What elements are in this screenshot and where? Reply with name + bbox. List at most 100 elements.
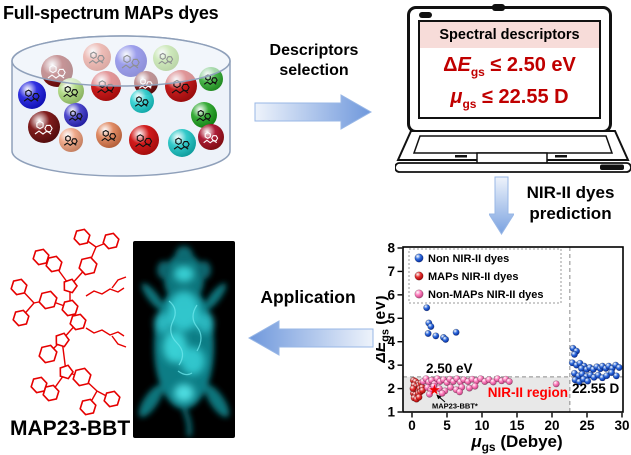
- molecule-glyph: [173, 137, 190, 150]
- molecule-glyph: [135, 134, 153, 148]
- data-point: [438, 389, 446, 397]
- molecule-name: MAP23-BBT: [10, 417, 131, 440]
- molecule-glyph: [68, 110, 83, 121]
- aromatic-ring: [61, 299, 79, 317]
- data-point: [471, 382, 479, 390]
- scatter-plot: 0 5 10 15 20 25 30 1 2 3 4 5 6 7 8 μgs (Debye) ΔEgs (eV)…: [376, 241, 630, 455]
- dye-ball: [64, 103, 88, 127]
- aromatic-ring: [30, 376, 48, 394]
- dye-ball: [129, 125, 159, 155]
- aromatic-ring: [55, 332, 70, 348]
- star-label: MAP23-BBT*: [432, 402, 478, 411]
- molecule-glyph: [63, 135, 78, 146]
- webcam-icon: [492, 4, 505, 11]
- data-point: [456, 388, 464, 396]
- y-tick-label: 8: [387, 241, 395, 256]
- laptop-screen: Spectral descriptors ΔEgs ≤ 2.50 eV μgs …: [418, 20, 601, 119]
- aromatic-ring: [102, 232, 120, 250]
- y-tick-label: 2: [387, 381, 395, 396]
- dye-ball: [18, 81, 46, 109]
- dye-pool-illustration: [11, 35, 231, 177]
- hline-value-label: 2.50 eV: [426, 361, 473, 376]
- aromatic-ring: [32, 248, 50, 266]
- laptop-illustration: Spectral descriptors ΔEgs ≤ 2.50 eV μgs …: [395, 2, 631, 178]
- aromatic-ring: [72, 367, 92, 387]
- data-point: [430, 382, 438, 390]
- molecule-glyph: [23, 89, 40, 102]
- criterion-energy-gap: ΔEgs ≤ 2.50 eV: [443, 53, 576, 79]
- descriptors-selection-label: Descriptors selection: [269, 42, 359, 79]
- laptop-keyboard: [395, 130, 631, 173]
- dye-ball: [59, 128, 83, 152]
- data-point: [603, 372, 611, 380]
- data-point: [432, 332, 440, 340]
- data-point: [415, 393, 423, 401]
- mouse-nir-image: [133, 241, 235, 438]
- y-tick-label: 5: [387, 311, 395, 326]
- dye-ball: [130, 89, 154, 113]
- plot-frame: [402, 246, 624, 413]
- molecule-glyph: [203, 131, 219, 144]
- molecule-glyph: [101, 129, 117, 142]
- region-label: NIR-II region: [488, 385, 568, 400]
- data-point: [552, 380, 560, 388]
- x-tick-label: 15: [509, 418, 525, 433]
- arrow-left-icon: [247, 320, 374, 356]
- map23-bbt-structure: [10, 228, 127, 416]
- y-axis-label: ΔEgs (eV): [376, 295, 392, 363]
- dye-ball: [28, 111, 60, 143]
- data-point: [452, 328, 460, 336]
- dye-ball: [168, 129, 196, 157]
- aromatic-ring: [10, 278, 28, 296]
- application-label: Application: [260, 287, 356, 307]
- data-point: [423, 304, 431, 312]
- aromatic-ring: [79, 398, 97, 416]
- data-point: [427, 323, 435, 331]
- x-tick-label: 5: [443, 418, 451, 433]
- page-title: Full-spectrum MAPs dyes: [3, 3, 219, 23]
- dye-ball: [198, 124, 224, 150]
- aromatic-ring: [38, 344, 58, 364]
- y-tick-label: 7: [387, 264, 395, 279]
- data-point: [615, 364, 623, 372]
- x-tick-label: 30: [614, 418, 629, 433]
- legend-label: MAPs NIR-II dyes: [428, 271, 518, 283]
- laptop-lid: Spectral descriptors ΔEgs ≤ 2.50 eV μgs …: [407, 4, 612, 133]
- y-tick-label: 4: [387, 334, 395, 349]
- aromatic-ring: [73, 228, 91, 246]
- legend-label: Non NIR-II dyes: [428, 253, 509, 265]
- nir-prediction-label: NIR-II dyes prediction: [526, 183, 615, 224]
- dye-ball: [191, 102, 217, 128]
- data-point: [442, 335, 450, 343]
- aromatic-ring: [69, 313, 87, 331]
- legend-swatch: [414, 271, 424, 281]
- data-point: [447, 383, 455, 391]
- data-point: [418, 386, 426, 394]
- arrow-right-icon: [254, 94, 373, 130]
- data-point: [424, 330, 432, 338]
- y-tick-label: 6: [387, 287, 395, 302]
- x-tick-label: 25: [579, 418, 595, 433]
- vline-value-label: 22.55 D: [572, 381, 620, 396]
- power-led-icon: [419, 12, 432, 18]
- aromatic-ring: [63, 278, 78, 294]
- star-marker: ★: [428, 382, 441, 398]
- y-tick-label: 3: [387, 358, 395, 373]
- legend-label: Non-MAPs NIR-II dyes: [428, 289, 544, 301]
- molecule-glyph: [63, 85, 79, 98]
- arrow-down-icon: [489, 176, 514, 235]
- data-point: [584, 377, 592, 385]
- aromatic-ring: [38, 290, 58, 310]
- data-point: [425, 390, 433, 398]
- molecule-glyph: [196, 109, 212, 122]
- legend-box: [408, 248, 562, 304]
- data-point: [570, 350, 578, 358]
- x-tick-label: 0: [408, 418, 416, 433]
- data-point: [612, 372, 620, 380]
- y-tick-label: 1: [387, 405, 395, 420]
- data-point: [608, 369, 616, 377]
- aromatic-ring: [42, 384, 60, 402]
- x-tick-label: 10: [474, 418, 489, 433]
- data-point: [505, 378, 513, 386]
